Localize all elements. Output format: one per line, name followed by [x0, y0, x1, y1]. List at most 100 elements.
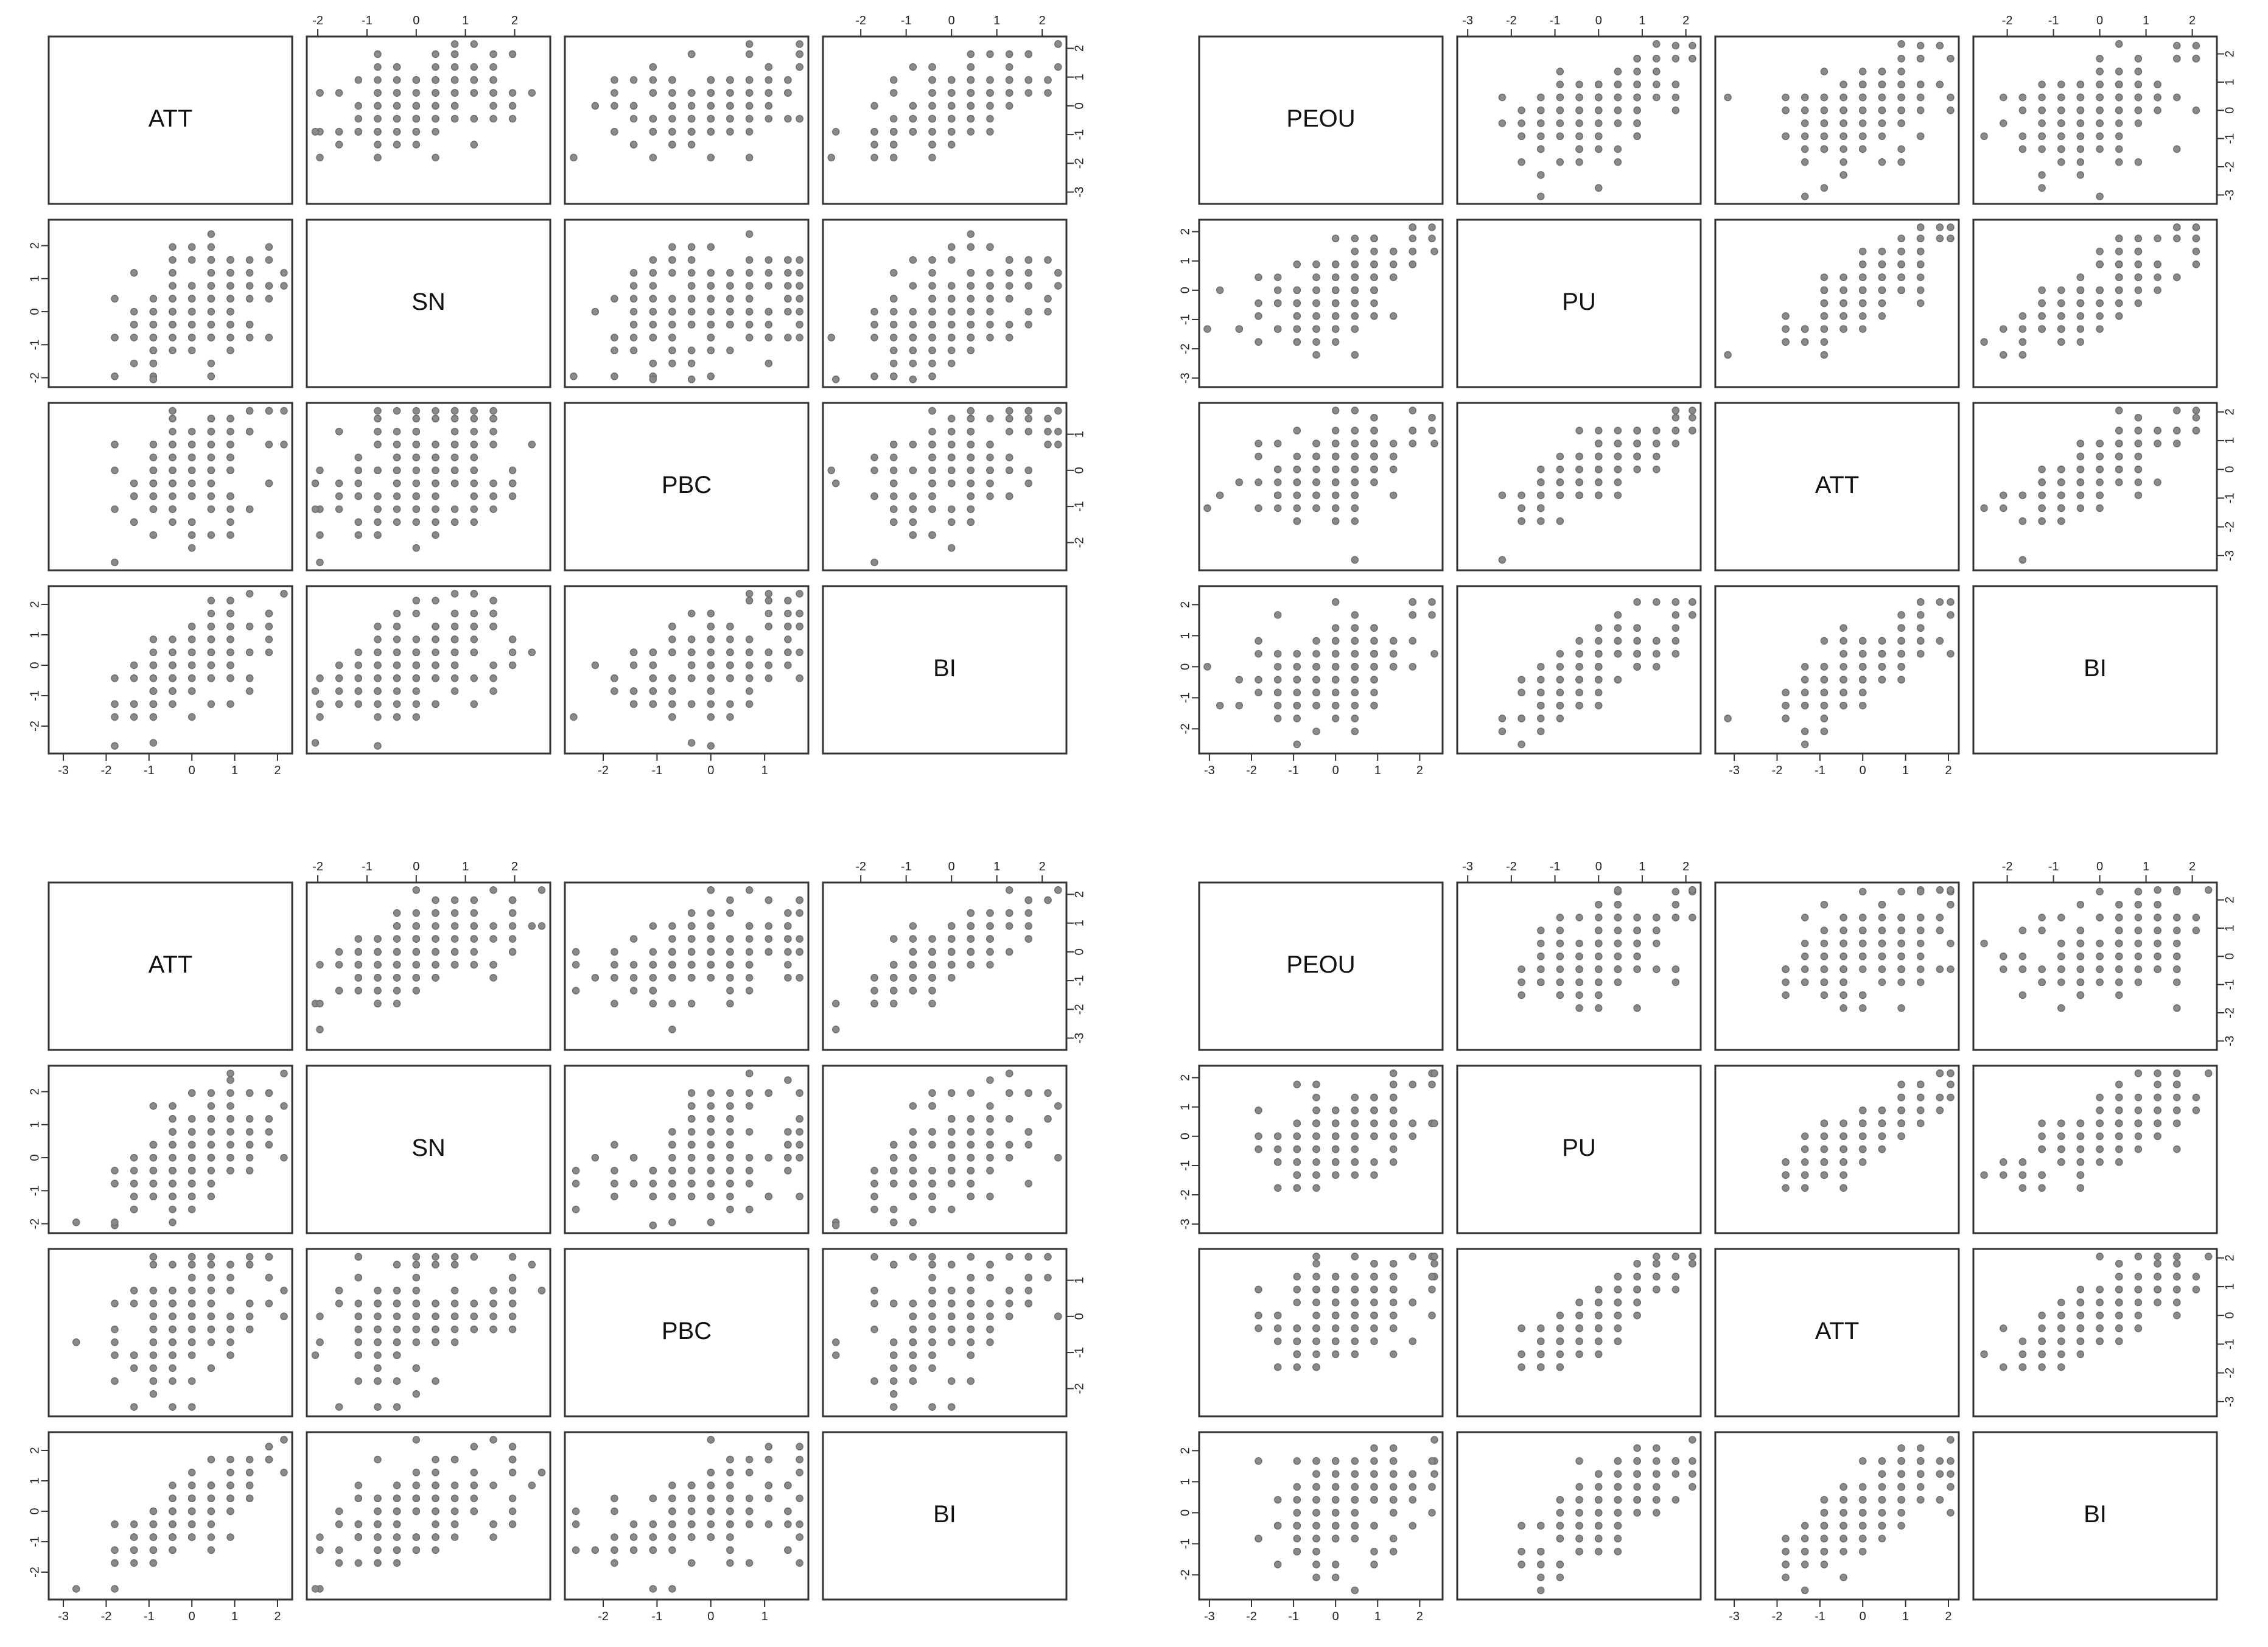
- data-point: [784, 114, 792, 123]
- data-point: [1293, 715, 1301, 722]
- data-point: [796, 114, 803, 123]
- data-point: [169, 269, 177, 277]
- x-tick-label: -2: [312, 14, 323, 27]
- data-point: [1897, 624, 1905, 632]
- data-point: [111, 466, 119, 475]
- data-point: [765, 269, 773, 277]
- scatter-panel-bi-vs-pbc: [564, 585, 810, 755]
- data-point: [265, 1442, 273, 1451]
- data-point: [1312, 338, 1320, 346]
- data-point: [726, 987, 734, 995]
- data-point: [470, 896, 478, 904]
- data-point: [245, 321, 254, 329]
- data-point: [2000, 504, 2007, 512]
- y-tick-label: -1: [1073, 501, 1086, 512]
- data-point: [2018, 351, 2027, 359]
- y-tick-label: -1: [28, 690, 41, 701]
- data-point: [1024, 1253, 1033, 1261]
- data-point: [784, 269, 792, 277]
- data-point: [687, 909, 696, 917]
- data-point: [412, 648, 421, 657]
- data-point: [450, 922, 459, 930]
- data-point: [909, 518, 917, 526]
- data-point: [1293, 325, 1301, 333]
- data-point: [470, 635, 478, 643]
- data-point: [111, 1585, 119, 1593]
- data-point: [947, 1141, 956, 1149]
- data-point: [745, 590, 754, 598]
- data-point: [1858, 649, 1867, 658]
- data-point: [2173, 234, 2181, 243]
- data-point: [649, 1180, 657, 1187]
- data-point: [1633, 465, 1641, 474]
- data-point: [1653, 439, 1661, 447]
- data-point: [2076, 145, 2085, 153]
- data-point: [187, 282, 196, 290]
- data-point: [611, 948, 618, 956]
- data-point: [928, 1167, 936, 1175]
- data-point: [374, 414, 382, 423]
- data-point: [2096, 145, 2104, 153]
- data-point: [726, 960, 734, 969]
- data-point: [1312, 286, 1320, 295]
- panel-frame: [1972, 35, 2218, 205]
- data-point: [1044, 896, 1052, 904]
- data-point: [967, 1325, 975, 1334]
- data-point: [149, 376, 158, 383]
- data-point: [1005, 1069, 1013, 1077]
- data-point: [745, 50, 754, 58]
- data-point: [2115, 286, 2123, 295]
- data-point: [928, 505, 936, 513]
- data-point: [2038, 286, 2046, 295]
- data-point: [796, 1153, 803, 1162]
- data-point: [1671, 413, 1680, 422]
- data-point: [2057, 478, 2065, 486]
- data-point: [470, 609, 478, 618]
- data-point: [687, 102, 696, 110]
- data-point: [986, 89, 994, 97]
- data-point: [1331, 676, 1340, 684]
- data-point: [909, 1141, 917, 1149]
- data-point: [280, 1287, 288, 1295]
- data-point: [1947, 93, 1955, 102]
- data-point: [1331, 234, 1340, 243]
- data-point: [2115, 439, 2123, 447]
- data-point: [889, 505, 898, 513]
- data-point: [745, 974, 754, 982]
- data-point: [1293, 261, 1301, 268]
- x-tick-label: -1: [651, 764, 662, 777]
- data-point: [1839, 145, 1847, 153]
- x-tick-label: -2: [1246, 764, 1257, 777]
- data-point: [412, 1338, 421, 1346]
- data-point: [2115, 68, 2123, 75]
- data-point: [508, 479, 517, 488]
- data-point: [354, 1325, 363, 1334]
- data-point: [967, 1128, 975, 1136]
- data-point: [745, 886, 754, 894]
- data-point: [1293, 452, 1301, 461]
- data-point: [393, 987, 401, 995]
- data-point: [412, 102, 421, 110]
- data-point: [765, 307, 773, 316]
- data-point: [1878, 649, 1886, 658]
- data-point: [1614, 491, 1622, 499]
- data-point: [629, 661, 638, 670]
- data-point: [1556, 119, 1564, 127]
- data-point: [784, 1141, 792, 1149]
- data-point: [1351, 312, 1359, 320]
- y-tick-label: -2: [1073, 537, 1086, 548]
- data-point: [1595, 80, 1603, 89]
- data-point: [393, 518, 401, 526]
- data-point: [2018, 556, 2027, 564]
- data-point: [2134, 261, 2143, 268]
- data-point: [796, 935, 803, 943]
- scatter-panel-pbc-vs-sn: [306, 402, 551, 572]
- data-point: [745, 334, 754, 341]
- data-point: [745, 596, 754, 605]
- data-point: [1653, 465, 1661, 474]
- data-point: [432, 935, 439, 943]
- x-tick-label: -1: [144, 764, 155, 777]
- data-point: [1351, 299, 1359, 307]
- data-point: [928, 295, 936, 303]
- data-point: [1216, 286, 1224, 295]
